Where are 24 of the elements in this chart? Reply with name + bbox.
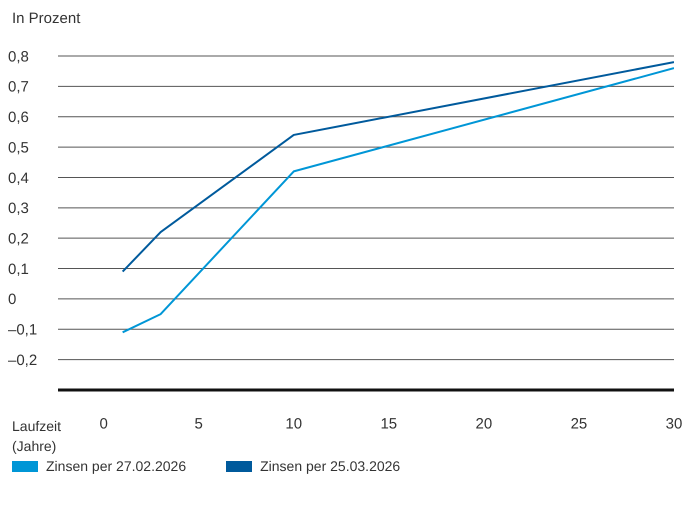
x-axis-title: Laufzeit (Jahre) — [12, 417, 62, 456]
y-tick-label: 0,1 — [8, 260, 29, 278]
line-series — [122, 67, 674, 334]
y-tick-label: 0,2 — [8, 230, 29, 248]
y-tick-label: 0,4 — [8, 170, 29, 187]
x-tick-label: 20 — [476, 416, 492, 433]
y-tick-label: 0,8 — [8, 48, 29, 66]
line-series — [122, 61, 674, 273]
x-tick-label: 30 — [666, 416, 682, 433]
legend-label: Zinsen per 27.02.2026 — [45, 458, 186, 474]
y-tick-label: –0,2 — [8, 352, 38, 369]
x-tick-label: 10 — [285, 416, 302, 433]
y-tick-label: 0,5 — [8, 139, 29, 156]
legend-label: Zinsen per 25.03.2026 — [259, 458, 400, 474]
x-tick-label: 5 — [194, 416, 203, 433]
y-tick-label: 0 — [8, 291, 16, 308]
y-tick-label: 0,6 — [8, 109, 29, 126]
y-axis-title: In Prozent — [12, 10, 80, 27]
x-tick-label: 15 — [380, 416, 398, 433]
x-tick-label: 0 — [99, 416, 108, 433]
y-tick-label: 0,3 — [8, 200, 29, 218]
x-tick-label: 25 — [570, 416, 588, 433]
y-tick-label: –0,1 — [8, 322, 38, 339]
y-tick-label: 0,7 — [8, 78, 29, 96]
